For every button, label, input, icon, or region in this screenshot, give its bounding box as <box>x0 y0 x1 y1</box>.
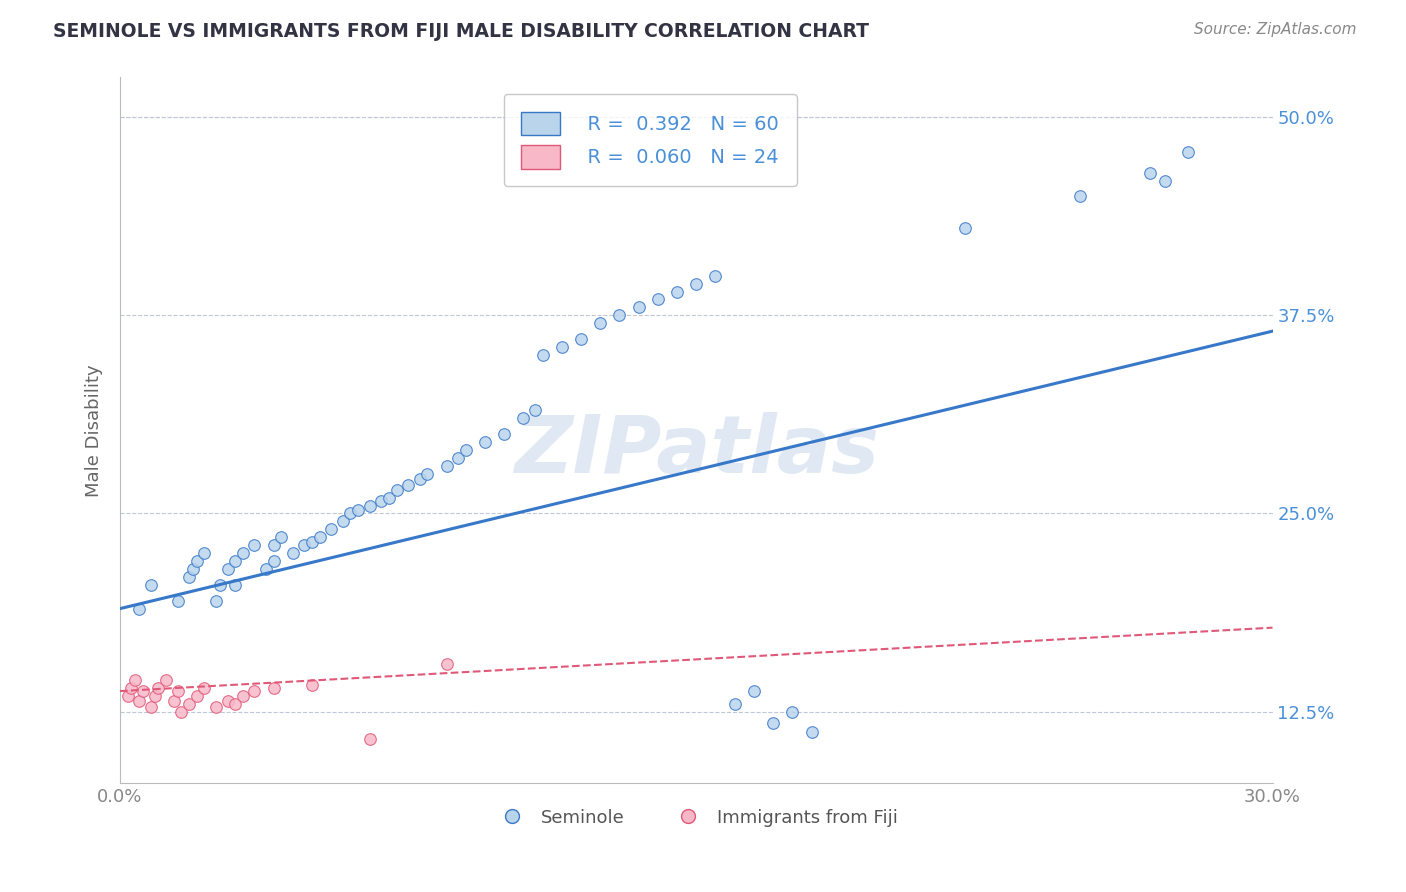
Point <box>742 684 765 698</box>
Point <box>494 427 516 442</box>
Point <box>128 601 150 615</box>
Point <box>359 731 381 746</box>
Point <box>166 593 188 607</box>
Point <box>128 693 150 707</box>
Point <box>243 684 266 698</box>
Point <box>155 673 177 687</box>
Point <box>321 522 343 536</box>
Point <box>179 697 201 711</box>
Point <box>474 435 496 450</box>
Point <box>117 689 139 703</box>
Point <box>193 546 215 560</box>
Point <box>627 301 650 315</box>
Point <box>224 554 246 568</box>
Point <box>205 593 228 607</box>
Point <box>124 673 146 687</box>
Point <box>551 340 574 354</box>
Point <box>139 700 162 714</box>
Point <box>762 715 785 730</box>
Text: Source: ZipAtlas.com: Source: ZipAtlas.com <box>1194 22 1357 37</box>
Point <box>217 693 239 707</box>
Point <box>179 570 201 584</box>
Point <box>385 483 408 497</box>
Point <box>396 478 419 492</box>
Text: ZIPatlas: ZIPatlas <box>513 412 879 491</box>
Point <box>281 546 304 560</box>
Point <box>186 554 208 568</box>
Point <box>224 578 246 592</box>
Point <box>301 535 323 549</box>
Point <box>704 268 727 283</box>
Point <box>666 285 689 299</box>
Legend: Seminole, Immigrants from Fiji: Seminole, Immigrants from Fiji <box>488 802 905 834</box>
Text: SEMINOLE VS IMMIGRANTS FROM FIJI MALE DISABILITY CORRELATION CHART: SEMINOLE VS IMMIGRANTS FROM FIJI MALE DI… <box>53 22 869 41</box>
Point <box>121 681 143 695</box>
Point <box>292 538 315 552</box>
Point <box>143 689 166 703</box>
Point <box>1069 189 1091 203</box>
Point <box>347 503 370 517</box>
Point <box>186 689 208 703</box>
Point <box>339 507 361 521</box>
Point <box>359 499 381 513</box>
Point <box>263 538 285 552</box>
Point <box>589 316 612 330</box>
Point <box>332 515 354 529</box>
Point <box>163 693 186 707</box>
Point <box>254 562 277 576</box>
Point <box>569 332 592 346</box>
Point <box>370 493 392 508</box>
Point <box>436 657 458 672</box>
Point <box>301 678 323 692</box>
Point <box>1139 165 1161 179</box>
Point <box>1177 145 1199 159</box>
Point <box>436 458 458 473</box>
Point <box>447 450 470 465</box>
Point <box>408 472 430 486</box>
Point <box>132 684 155 698</box>
Point <box>243 538 266 552</box>
Point <box>232 546 254 560</box>
Point <box>224 697 246 711</box>
Point <box>217 562 239 576</box>
Point <box>208 578 231 592</box>
Point <box>609 308 631 322</box>
Point <box>685 277 707 291</box>
Point <box>1154 173 1177 187</box>
Point <box>139 578 162 592</box>
Point <box>512 411 534 425</box>
Point <box>378 491 401 505</box>
Point <box>416 467 439 481</box>
Point <box>205 700 228 714</box>
Point <box>454 443 477 458</box>
Point <box>193 681 215 695</box>
Point <box>148 681 170 695</box>
Point <box>953 221 976 235</box>
Point <box>531 348 554 362</box>
Y-axis label: Male Disability: Male Disability <box>86 364 103 497</box>
Point <box>181 562 204 576</box>
Point <box>166 684 188 698</box>
Point <box>170 705 193 719</box>
Point <box>782 705 804 719</box>
Point <box>647 293 669 307</box>
Point <box>800 725 823 739</box>
Point <box>724 697 747 711</box>
Point <box>263 554 285 568</box>
Point <box>270 530 292 544</box>
Point <box>523 403 546 417</box>
Point <box>308 530 330 544</box>
Point <box>263 681 285 695</box>
Point <box>232 689 254 703</box>
